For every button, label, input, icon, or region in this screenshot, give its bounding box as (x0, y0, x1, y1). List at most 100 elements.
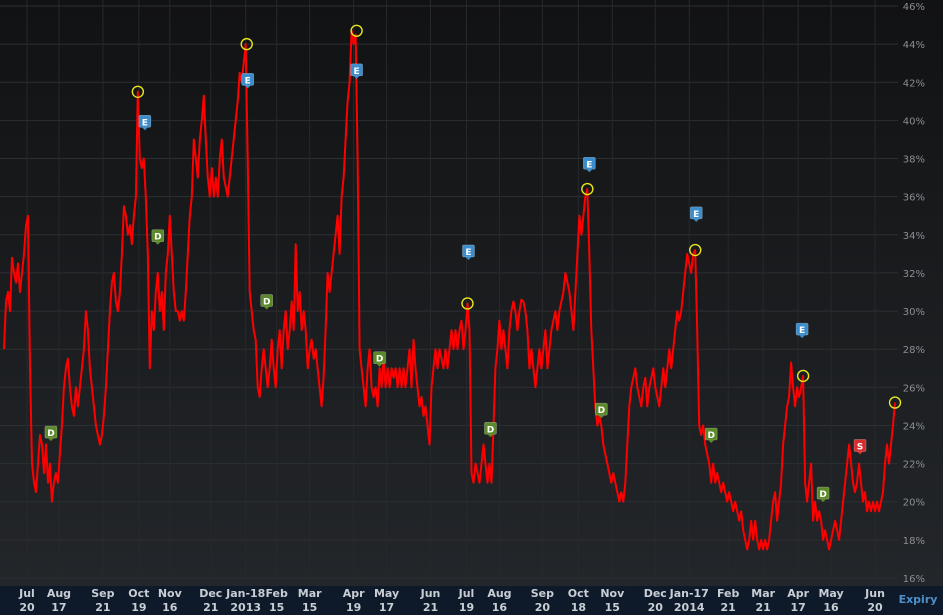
dividend-flag[interactable]: D (704, 427, 718, 443)
split-flag-pointer (857, 451, 864, 455)
earnings-flag[interactable]: E (795, 322, 809, 339)
highlight-point[interactable] (240, 37, 253, 51)
dividend-flag-pointer (487, 434, 494, 438)
x-tick-day: 20 (19, 601, 35, 614)
earnings-flag[interactable]: E (462, 244, 475, 260)
y-tick-label: 44% (903, 40, 925, 51)
y-tick-label: 32% (903, 269, 925, 280)
y-tick-label: 16% (903, 574, 925, 585)
dividend-flag-letter: D (376, 355, 383, 365)
x-axis-title: Expiry (899, 593, 938, 606)
x-tick-month: Nov (158, 587, 183, 600)
earnings-flag-letter: E (465, 248, 471, 258)
split-flag-letter: S (857, 442, 863, 452)
highlight-point[interactable] (796, 369, 810, 383)
x-tick-month: Jan-18 (225, 587, 265, 600)
dividend-flag-pointer (820, 499, 827, 503)
event-flags: E E E E E E E D D D D D D D D S (44, 63, 867, 503)
dividend-flag-letter: D (47, 429, 54, 439)
x-tick-month: May (374, 587, 399, 600)
earnings-flag-pointer (244, 85, 251, 89)
highlight-points (131, 24, 902, 409)
x-tick-month: Mar (751, 587, 775, 600)
dividend-flag[interactable]: D (151, 229, 165, 245)
y-tick-label: 42% (903, 78, 925, 89)
dividend-flag[interactable]: D (44, 425, 58, 442)
y-tick-label: 18% (903, 536, 925, 547)
earnings-flag-pointer (799, 335, 806, 339)
x-tick-month: Oct (128, 587, 149, 600)
earnings-flag-letter: E (799, 326, 805, 336)
highlight-point[interactable] (888, 396, 902, 409)
highlight-point[interactable] (581, 182, 594, 196)
earnings-flag[interactable]: E (583, 156, 596, 173)
x-tick-month: Feb (717, 587, 740, 600)
earnings-flag[interactable]: E (138, 115, 152, 131)
x-tick-day: 16 (492, 601, 508, 614)
dividend-flag[interactable]: D (484, 421, 497, 438)
earnings-flag[interactable]: E (350, 63, 363, 79)
y-tick-label: 36% (903, 193, 925, 204)
x-tick-day: 16 (823, 601, 839, 614)
x-tick-day: 19 (131, 601, 146, 614)
x-axis-band (0, 586, 943, 615)
x-tick-day: 17 (379, 601, 394, 614)
x-tick-month: Sep (531, 587, 554, 600)
x-tick-month: Apr (787, 587, 809, 600)
x-tick-day: 17 (51, 601, 66, 614)
highlight-point[interactable] (131, 85, 145, 99)
earnings-flag-pointer (465, 256, 472, 260)
x-tick-month: Dec (644, 587, 667, 600)
y-tick-label: 22% (903, 460, 925, 471)
x-tick-day: 2014 (674, 601, 705, 614)
earnings-flag-letter: E (354, 67, 360, 77)
y-axis-ticks: 46% 44% 42% 40% 38% 36% 34% 32% 30% 28% 26% 24% 22% 2… (903, 2, 925, 585)
dividend-flag-pointer (598, 415, 605, 419)
y-tick-label: 30% (903, 307, 925, 318)
earnings-flag-letter: E (693, 210, 699, 220)
x-tick-day: 19 (459, 601, 474, 614)
x-tick-day: 2013 (230, 601, 261, 614)
x-tick-day: 21 (721, 601, 736, 614)
highlight-point[interactable] (350, 24, 363, 37)
earnings-flag[interactable]: E (241, 73, 255, 89)
x-tick-month: Sep (91, 587, 114, 600)
highlight-point[interactable] (689, 243, 702, 257)
x-tick-month: Feb (265, 587, 288, 600)
y-tick-label: 20% (903, 498, 925, 509)
x-tick-day: 21 (755, 601, 770, 614)
y-tick-label: 28% (903, 345, 925, 356)
x-tick-day: 20 (867, 601, 883, 614)
earnings-flag-pointer (693, 218, 700, 222)
dividend-flag-letter: D (598, 406, 605, 416)
highlight-point[interactable] (461, 297, 474, 310)
earnings-flag-letter: E (142, 118, 148, 128)
x-tick-day: 15 (605, 601, 620, 614)
dividend-flag[interactable]: D (373, 351, 386, 367)
dividend-flag[interactable]: D (816, 486, 830, 503)
x-tick-day: 19 (346, 601, 361, 614)
x-tick-day: 15 (302, 601, 317, 614)
x-axis-ticks: Jul20Aug17Sep21Oct19Nov16Dec21Jan-182013… (18, 587, 885, 614)
x-tick-day: 15 (269, 601, 284, 614)
dividend-flag-pointer (154, 241, 161, 245)
x-tick-month: Jun (420, 587, 441, 600)
dividend-flag-pointer (376, 363, 383, 367)
dividend-flag-letter: D (819, 490, 826, 500)
split-flag[interactable]: S (853, 439, 867, 455)
y-tick-label: 26% (903, 383, 925, 394)
earnings-flag-letter: E (245, 76, 251, 86)
earnings-flag-pointer (586, 169, 593, 173)
x-tick-day: 20 (535, 601, 551, 614)
x-tick-month: Mar (298, 587, 322, 600)
x-tick-month: Aug (487, 587, 511, 600)
x-tick-month: Aug (47, 587, 71, 600)
y-tick-label: 24% (903, 421, 925, 432)
earnings-flag[interactable]: E (689, 206, 703, 222)
x-tick-day: 16 (162, 601, 178, 614)
dividend-flag[interactable]: D (260, 294, 274, 310)
dividend-flag[interactable]: D (595, 402, 608, 419)
y-tick-label: 46% (903, 2, 925, 13)
dividend-flag-letter: D (707, 431, 714, 441)
